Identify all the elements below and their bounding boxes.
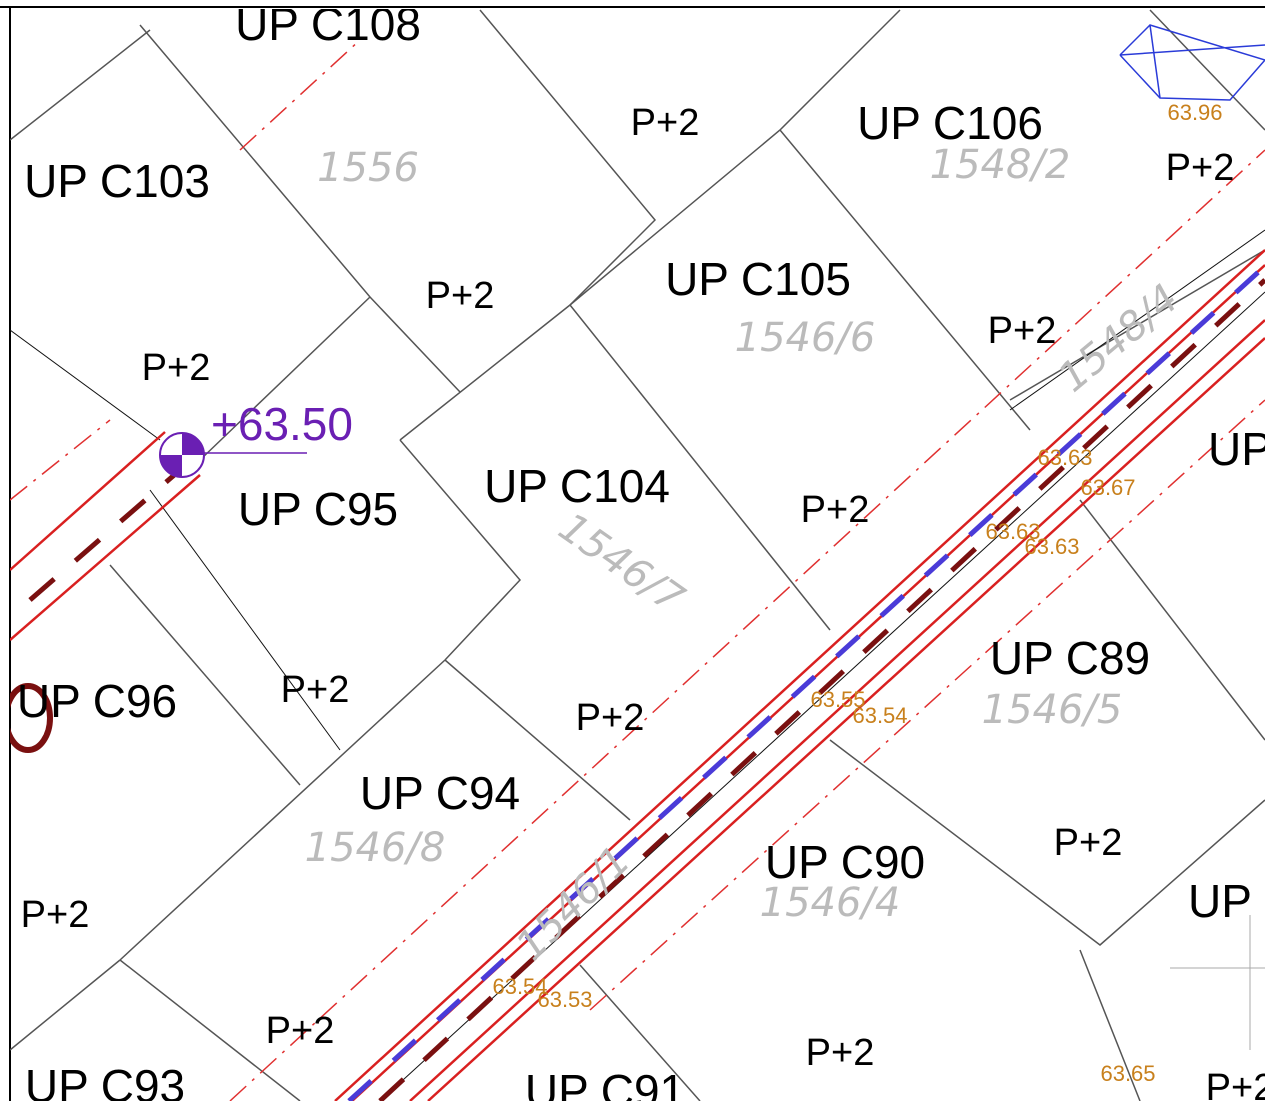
elevation: 63.67 — [1080, 475, 1135, 500]
floor-label: P+2 — [1054, 822, 1123, 864]
elevation: 63.54 — [852, 703, 907, 728]
lot-number: 1546/4 — [760, 880, 901, 926]
floor-label: P+2 — [806, 1032, 875, 1074]
elevation: 63.63 — [985, 519, 1040, 544]
floor-label: P+2 — [801, 489, 870, 531]
elevation: 63.53 — [537, 987, 592, 1012]
elevation: 63.96 — [1167, 100, 1222, 125]
parcel-boundaries — [10, 9, 1265, 1101]
lot-number: 1548/2 — [930, 142, 1071, 188]
parcel-label: UP C105 — [665, 253, 851, 305]
lot-number: 1546/8 — [305, 825, 446, 871]
lot-number: 1546/6 — [735, 315, 876, 361]
lot-number: 1546/5 — [982, 687, 1123, 733]
elevations: 63.96 63.63 63.67 63.63 63.63 63.55 63.5… — [492, 100, 1222, 1086]
parcel-label: UP C108 — [235, 0, 421, 50]
road — [10, 24, 1265, 1101]
elevation: 63.65 — [1100, 1061, 1155, 1086]
floor-labels: P+2 P+2 P+2 P+2 P+2 P+2 P+2 P+2 P+2 P+2 … — [21, 102, 1265, 1101]
spot-height: +63.50 — [159, 398, 353, 478]
floor-label: P+2 — [266, 1010, 335, 1052]
parcel-label: UP C103 — [24, 155, 210, 207]
elevation: 63.63 — [1024, 534, 1079, 559]
floor-label: P+2 — [576, 697, 645, 739]
parcel-labels: UP C108 UP C103 UP C106 UP C105 UP C104 … — [17, 0, 1265, 1101]
parcel-label: UP C91 — [525, 1065, 685, 1101]
parcel-label: UP C90 — [765, 836, 925, 888]
elevation: 63.63 — [1037, 445, 1092, 470]
lot-number: 1556 — [317, 145, 419, 191]
parcel-label: UP C93 — [25, 1060, 185, 1101]
floor-label: P+2 — [631, 102, 700, 144]
parcel-label: UP C95 — [238, 483, 398, 535]
floor-label: P+2 — [21, 894, 90, 936]
parcel-label: UP C104 — [484, 460, 670, 512]
floor-label: P+2 — [281, 669, 350, 711]
floor-label: P+2 — [426, 275, 495, 317]
elevation: 63.54 — [492, 974, 547, 999]
parcel-label: UP C96 — [17, 675, 177, 727]
parcel-label: UP C94 — [360, 767, 520, 819]
floor-label: P+2 — [988, 310, 1057, 352]
parcel-label: UP C106 — [857, 97, 1043, 149]
spot-height-label: +63.50 — [211, 398, 353, 450]
floor-label: P+2 — [142, 347, 211, 389]
elevation: 63.55 — [810, 687, 865, 712]
parcel-label: UP C89 — [990, 632, 1150, 684]
floor-label: P+2 — [1166, 147, 1235, 189]
floor-label: P+2 — [1206, 1067, 1265, 1101]
parcel-label: UP — [1188, 875, 1252, 927]
parcel-label: UP — [1208, 423, 1265, 475]
